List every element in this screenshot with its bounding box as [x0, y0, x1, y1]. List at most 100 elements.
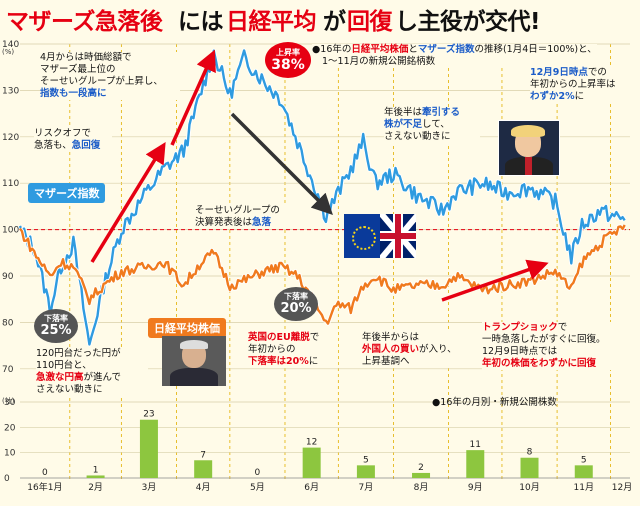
n1-l1: マザーズ最上位の — [40, 64, 116, 75]
headline: マザーズ急落後 には 日経平均 が 回復 し主役が交代! — [0, 0, 640, 35]
n4-l3: わずか2% — [530, 91, 575, 102]
legend-text: ●16年の日経平均株価とマザーズ指数の推移(1月4日＝100%)と、 1〜11月… — [312, 44, 597, 68]
official-photo — [162, 336, 226, 386]
note-dec9-mothers: 12月9日時点での 年初からの上昇率は わずか2%に — [530, 67, 634, 103]
rise-arrow-2 — [170, 49, 216, 146]
n4-l2: 年初からの上昇率は — [530, 79, 616, 90]
up-rate-badge: 上昇率 38% — [265, 42, 311, 78]
n8-l1: 外国人の買い — [362, 344, 420, 355]
down-rate-badge-1: 下落率 25% — [34, 309, 78, 343]
bar-y-tick-label: 20 — [4, 423, 16, 433]
nikkei-label: 日経平均株価 — [148, 318, 226, 338]
legend-mothers: マザーズ指数 — [417, 44, 475, 55]
legend-pre: ●16年の — [312, 44, 352, 55]
bar-legend: ●16年の月別・新規公開株数 — [432, 397, 557, 408]
n1-l0: 4月からは時価総額で — [40, 52, 132, 63]
ipo-bar — [574, 465, 593, 478]
n8-l2: が入り、 — [419, 344, 457, 355]
y-tick-label: 80 — [2, 318, 14, 328]
nikkei-average-line — [19, 224, 626, 325]
month-label: 12月 — [612, 482, 632, 493]
n6-l2: 急激な円高 — [36, 372, 84, 383]
down-rate-2-title: 下落率 — [284, 292, 308, 301]
n3-l2: 株が不足 — [384, 119, 423, 130]
headline-part1: マザーズ急落後 — [6, 9, 163, 35]
nikkei-rise-arrow — [441, 259, 549, 302]
n4-l0: 12月9日時点 — [530, 67, 588, 78]
bar-value-label: 0 — [255, 468, 261, 478]
y-tick-label: 70 — [2, 365, 14, 375]
n1-l2: そーせいグループが上昇し、 — [40, 76, 163, 87]
note-second-half-mothers: 年後半は牽引する 株が不足して、 さえない動きに — [384, 107, 480, 143]
month-label: 11月 — [574, 482, 594, 493]
bar-y-unit: (社) — [2, 396, 15, 405]
up-rate-value: 38% — [271, 57, 305, 73]
month-label: 10月 — [519, 482, 539, 493]
n8-l3: 上昇基調へ — [362, 356, 410, 367]
month-label: 6月 — [304, 482, 319, 493]
y-axis-unit: (%) — [2, 48, 14, 56]
bar-value-label: 5 — [581, 455, 587, 465]
n3-l1: 牽引する — [422, 107, 461, 118]
n5-l2: 急落 — [252, 217, 272, 228]
n6-l3: が進んで — [83, 372, 122, 383]
n7-l2: 年初からの — [248, 344, 296, 355]
ipo-bar — [139, 419, 158, 478]
note-trump-shock: トランプショックで 一時急落したがすぐに回復。 12月9日時点では 年初の株価を… — [482, 322, 634, 370]
down-rate-1-value: 25% — [40, 323, 72, 338]
bar-value-label: 2 — [418, 463, 424, 473]
uk-flag-image — [380, 214, 416, 258]
bar-value-label: 1 — [93, 465, 99, 475]
ipo-bar — [86, 475, 105, 478]
legend-nikkei: 日経平均株価 — [351, 44, 409, 55]
n7-l3: 下落率は20% — [248, 356, 309, 367]
n5-l0: そーせいグループの — [195, 205, 280, 216]
legend-mid: と — [408, 44, 418, 55]
n2-l2: 急回復 — [71, 140, 101, 151]
headline-part6: し主役が交代! — [395, 9, 541, 35]
bar-value-label: 8 — [527, 448, 533, 458]
n9-l4: 年初の株価をわずかに回復 — [482, 358, 597, 369]
rise-arrow-1 — [90, 142, 166, 263]
ipo-bar — [302, 447, 321, 478]
ipo-bar — [194, 460, 213, 478]
bar-value-label: 0 — [42, 468, 48, 478]
note-foreign-buying: 年後半からは 外国人の買いが入り、 上昇基調へ — [362, 332, 466, 368]
n7-l0: 英国のEU離脱 — [248, 332, 310, 343]
month-label: 4月 — [196, 482, 211, 493]
n1-l3: 指数も一段高に — [40, 88, 107, 99]
n4-l4: に — [574, 91, 585, 102]
bar-value-label: 5 — [363, 455, 369, 465]
y-tick-label: 100 — [2, 226, 19, 236]
note-soseig-rise: 4月からは時価総額で マザーズ最上位の そーせいグループが上昇し、 指数も一段高… — [40, 52, 180, 100]
n4-l1: での — [587, 67, 607, 78]
fall-arrow — [230, 112, 333, 215]
up-rate-title: 上昇率 — [276, 48, 300, 57]
month-label: 7月 — [359, 482, 374, 493]
legend-post: の推移(1月4日＝100%)と、 — [474, 44, 597, 55]
n8-l0: 年後半からは — [362, 332, 420, 343]
bar-y-tick-label: 10 — [4, 449, 16, 459]
n2-l0: リスクオフで — [34, 128, 92, 139]
y-tick-label: 110 — [2, 179, 19, 189]
down-rate-1-title: 下落率 — [44, 314, 68, 323]
y-tick-label: 90 — [2, 272, 14, 282]
bar-y-tick-label: 0 — [4, 474, 10, 484]
n6-l1: 110円台と、 — [36, 360, 92, 371]
note-risk-off: リスクオフで 急落も、急回復 — [34, 128, 112, 152]
y-tick-label: 130 — [2, 86, 19, 96]
month-label: 5月 — [250, 482, 265, 493]
bar-value-label: 7 — [200, 450, 206, 460]
n9-l1: で — [557, 322, 568, 333]
mothers-label: マザーズ指数 — [28, 183, 106, 203]
eu-flag-image — [344, 214, 380, 258]
month-label: 3月 — [142, 482, 157, 493]
n7-l4: に — [308, 356, 319, 367]
note-soseig-fall: そーせいグループの 決算発表後は急落 — [195, 205, 295, 229]
portrait-photo — [498, 120, 560, 176]
ipo-bar — [466, 450, 485, 478]
n9-l3: 12月9日時点では — [482, 346, 558, 357]
ipo-bar — [356, 465, 375, 478]
n6-l0: 120円台だった円が — [36, 348, 121, 359]
note-yen-appreciation: 120円台だった円が 110円台と、 急激な円高が進んで さえない動きに — [36, 348, 148, 396]
